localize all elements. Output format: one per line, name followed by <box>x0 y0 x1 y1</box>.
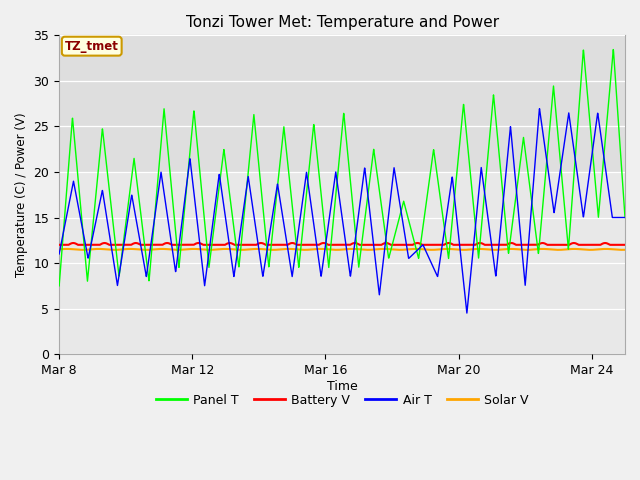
Text: TZ_tmet: TZ_tmet <box>65 40 118 53</box>
Bar <box>59 36 625 172</box>
Title: Tonzi Tower Met: Temperature and Power: Tonzi Tower Met: Temperature and Power <box>186 15 499 30</box>
Y-axis label: Temperature (C) / Power (V): Temperature (C) / Power (V) <box>15 112 28 277</box>
Legend: Panel T, Battery V, Air T, Solar V: Panel T, Battery V, Air T, Solar V <box>150 389 534 412</box>
X-axis label: Time: Time <box>326 380 358 393</box>
